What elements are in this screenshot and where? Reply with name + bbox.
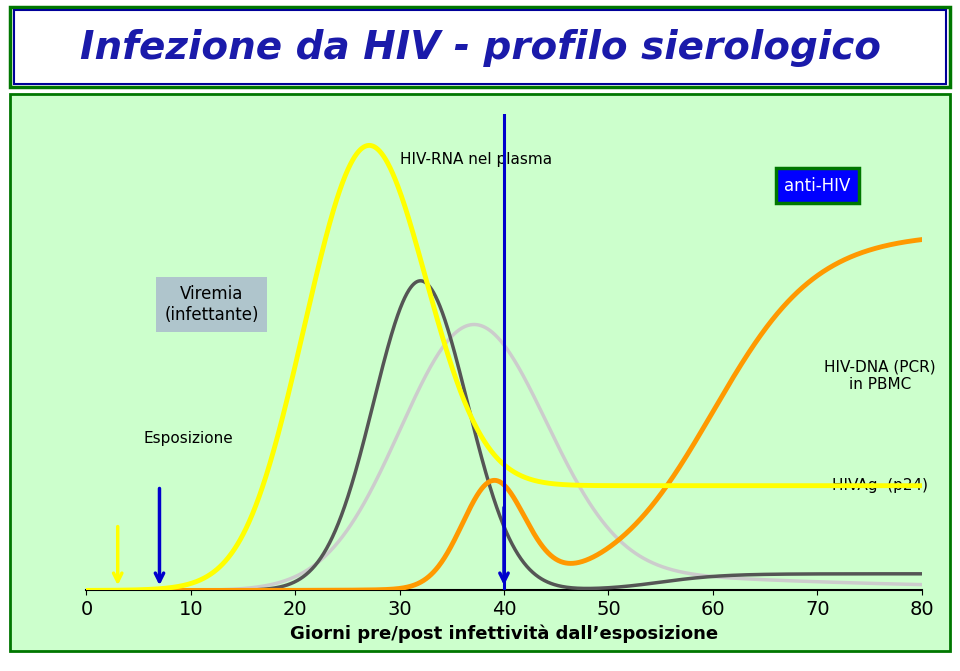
X-axis label: Giorni pre/post infettività dall’esposizione: Giorni pre/post infettività dall’esposiz… [290, 625, 718, 643]
Text: Esposizione: Esposizione [144, 431, 233, 446]
Text: Viremia
(infettante): Viremia (infettante) [164, 285, 259, 324]
Text: HIV-DNA (PCR)
in PBMC: HIV-DNA (PCR) in PBMC [824, 360, 936, 393]
Text: Infezione da HIV - profilo sierologico: Infezione da HIV - profilo sierologico [80, 30, 880, 67]
Text: HIV-RNA nel plasma: HIV-RNA nel plasma [399, 152, 552, 167]
Text: anti-HIV: anti-HIV [784, 176, 851, 195]
Text: HIVAg  (p24): HIVAg (p24) [831, 478, 927, 493]
